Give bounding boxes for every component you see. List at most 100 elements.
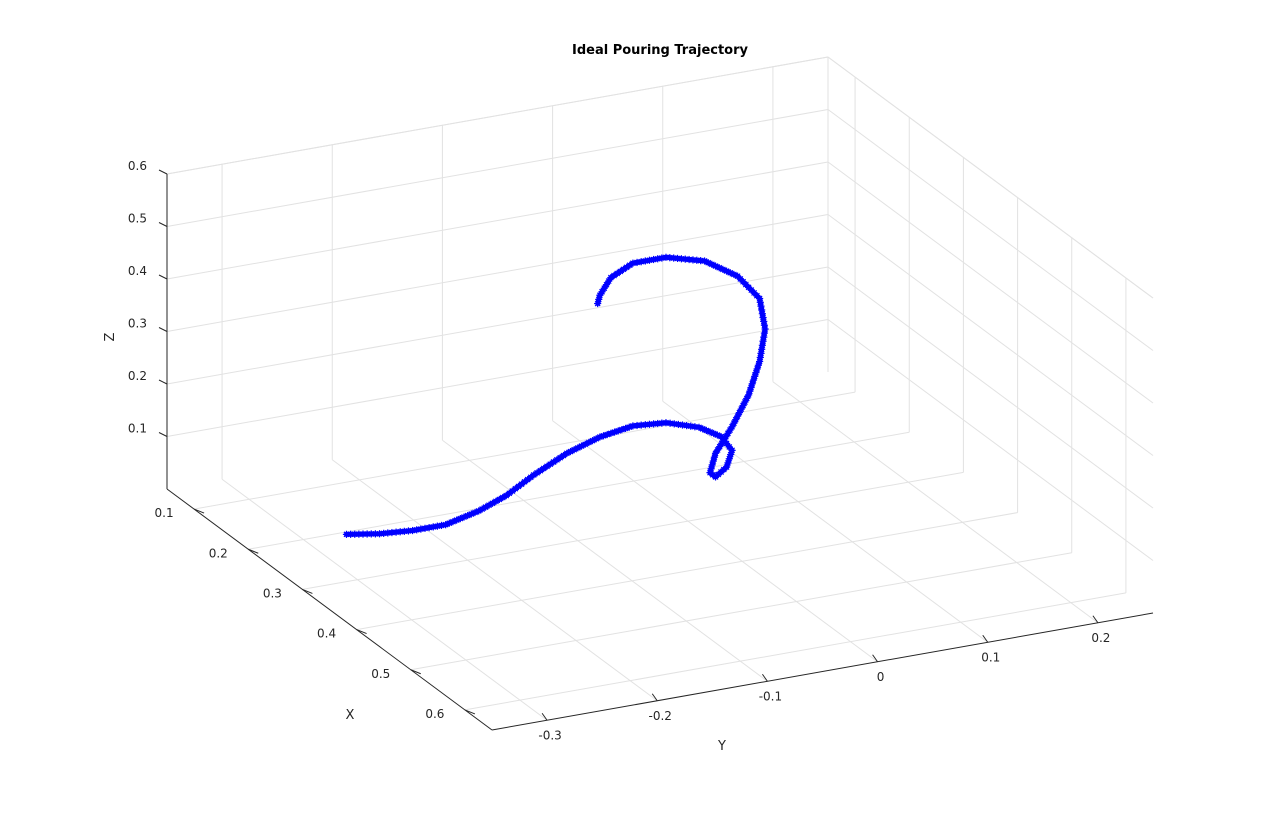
y-tick xyxy=(651,693,658,702)
marker-stroke xyxy=(753,292,760,299)
marker-stroke xyxy=(723,268,730,275)
y-tick-label: 0.1 xyxy=(981,650,1000,664)
x-tick xyxy=(248,548,259,554)
marker-stroke xyxy=(756,295,763,302)
x-tick-label: 0.6 xyxy=(425,707,444,721)
trajectory-series xyxy=(342,253,769,538)
grid-line-back-z xyxy=(166,266,829,385)
y-tick-label: 0.2 xyxy=(1091,631,1110,645)
y-tick xyxy=(872,654,878,663)
y-axis-line xyxy=(491,612,1154,731)
marker-stroke xyxy=(718,433,724,440)
grid-line-floor-x xyxy=(410,552,1072,671)
marker-stroke xyxy=(409,527,416,534)
chart-title: Ideal Pouring Trajectory xyxy=(572,43,749,58)
marker-stroke xyxy=(714,432,721,438)
marker-stroke xyxy=(727,269,734,276)
marker-stroke xyxy=(401,528,408,535)
marker-stroke xyxy=(663,254,669,261)
z-tick-label: 0.2 xyxy=(128,369,147,383)
grid-line-floor-x xyxy=(193,391,856,510)
grid-lines xyxy=(166,56,1154,721)
z-tick-label: 0.5 xyxy=(128,212,147,226)
x-axis-label: X xyxy=(346,708,355,723)
y-tick-label: -0.2 xyxy=(649,709,672,723)
grid-line-side-z xyxy=(827,109,1154,351)
y-tick xyxy=(1092,615,1099,624)
marker-stroke xyxy=(759,342,766,349)
marker-stroke xyxy=(730,271,737,278)
marker-stroke xyxy=(654,255,661,262)
marker-stroke xyxy=(646,421,653,428)
marker-stroke xyxy=(756,358,763,365)
grid-line-floor-x xyxy=(356,512,1018,631)
marker-stroke xyxy=(634,259,640,266)
marker-stroke xyxy=(723,440,730,447)
z-tick xyxy=(158,169,168,175)
marker-stroke xyxy=(742,281,749,288)
z-tick xyxy=(158,274,168,280)
marker-stroke xyxy=(426,524,433,531)
marker-stroke xyxy=(658,255,665,261)
grid-line-floor-y xyxy=(331,459,658,702)
marker-stroke xyxy=(708,261,715,268)
marker-stroke xyxy=(384,530,391,536)
marker-stroke xyxy=(716,264,723,271)
trajectory-marker xyxy=(751,372,759,380)
marker-stroke xyxy=(388,529,395,536)
marker-stroke xyxy=(438,522,445,529)
marker-stroke xyxy=(757,354,764,361)
marker-stroke xyxy=(629,422,636,429)
marker-stroke xyxy=(434,523,441,530)
x-tick xyxy=(302,588,313,594)
marker-stroke xyxy=(654,420,661,427)
marker-stroke xyxy=(758,350,764,357)
grid-line-back-z xyxy=(166,161,829,280)
grid-line-back-z xyxy=(166,109,829,227)
y-axis-label: Y xyxy=(717,739,726,754)
trajectory-marker xyxy=(658,254,666,262)
x-tick-label: 0.3 xyxy=(263,586,282,600)
z-tick-label: 0.3 xyxy=(128,317,147,331)
z-tick-label: 0.4 xyxy=(128,264,147,278)
grid-line-floor-x xyxy=(248,431,910,550)
marker-stroke xyxy=(760,338,766,345)
trajectory-marker xyxy=(594,299,602,308)
grid-line-back-z xyxy=(166,319,829,437)
marker-stroke xyxy=(751,289,758,296)
trajectory-marker xyxy=(662,253,670,261)
marker-stroke xyxy=(594,300,601,307)
marker-stroke xyxy=(393,529,400,536)
marker-stroke xyxy=(737,275,744,282)
y-tick-label: 0 xyxy=(877,670,885,684)
box-edge-top-side xyxy=(827,56,1154,299)
marker-stroke xyxy=(712,263,719,269)
z-tick-label: 0.6 xyxy=(128,159,147,173)
grid-line-side-z xyxy=(827,319,1154,561)
marker-stroke xyxy=(638,422,645,429)
x-tick xyxy=(410,669,421,675)
marker-stroke xyxy=(413,526,420,533)
grid-line-side-z xyxy=(827,161,1154,404)
marker-stroke xyxy=(734,273,741,280)
trajectory-marker xyxy=(757,349,765,357)
grid-line-floor-y xyxy=(221,478,548,721)
z-tick xyxy=(158,432,168,437)
tick-labels: 0.1 0.2 0.3 0.4 0.5 0.6 -0.3 -0.2 -0.1 0 0.1 0.2 0.1… xyxy=(128,159,1111,742)
z-tick-label: 0.1 xyxy=(128,422,147,436)
marker-stroke xyxy=(417,526,424,533)
marker-stroke xyxy=(705,259,712,266)
y-tick-label: -0.1 xyxy=(759,689,782,703)
marker-stroke xyxy=(761,330,768,337)
trajectory-marker xyxy=(637,258,645,266)
z-axis-label: Z xyxy=(103,332,118,341)
marker-stroke xyxy=(760,334,767,341)
marker-stroke xyxy=(380,530,387,537)
marker-stroke xyxy=(707,429,713,435)
x-tick-label: 0.5 xyxy=(371,667,390,681)
x-tick-label: 0.2 xyxy=(209,546,228,560)
marker-stroke xyxy=(740,278,747,285)
marker-stroke xyxy=(376,530,383,537)
marker-stroke xyxy=(642,258,649,264)
